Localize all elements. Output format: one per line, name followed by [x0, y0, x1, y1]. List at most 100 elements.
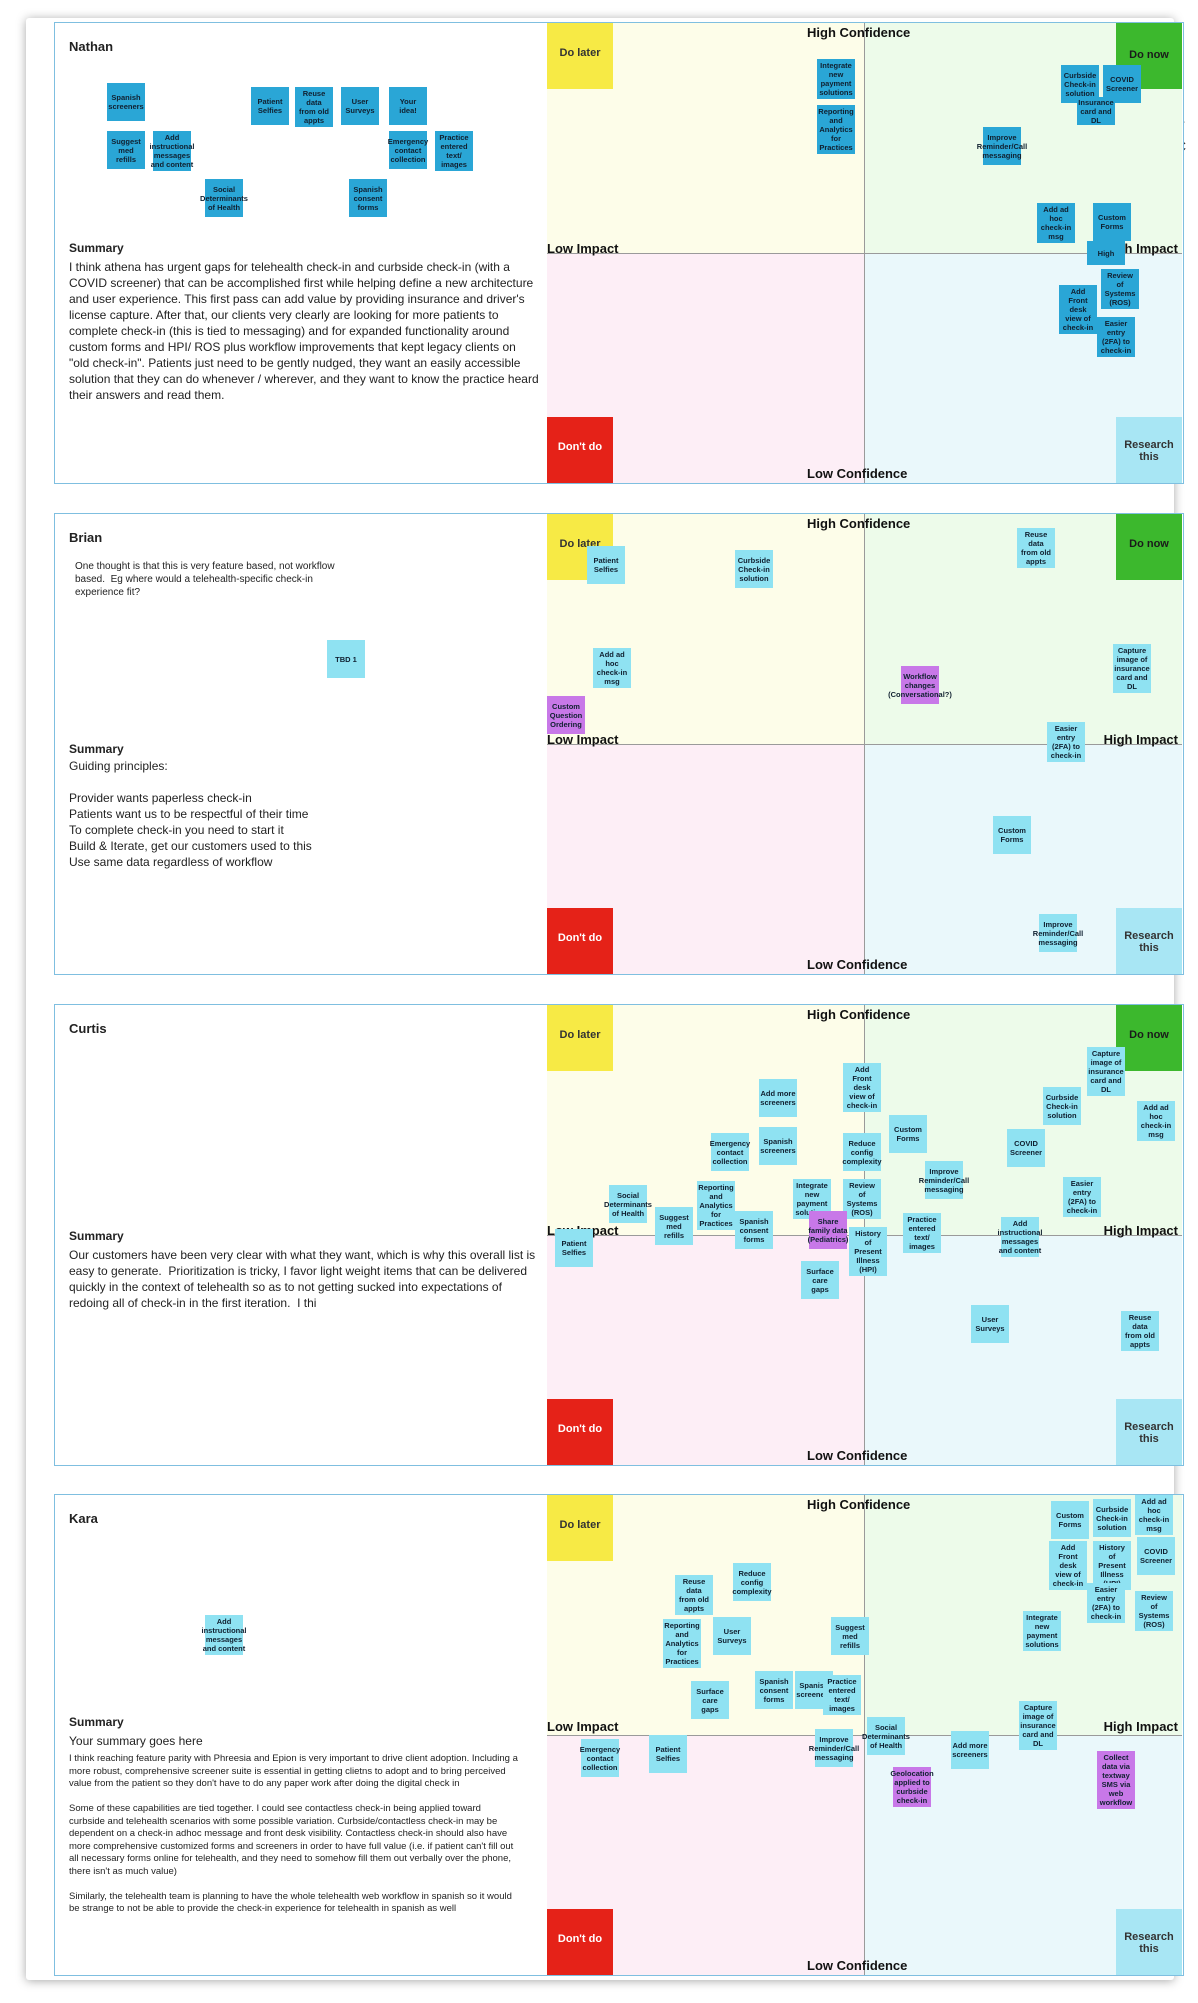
sticky-note[interactable]: User Surveys [971, 1305, 1009, 1343]
sticky-note[interactable]: Add Front desk view of check-in [843, 1063, 881, 1112]
sticky-note[interactable]: Add ad hoc check-in msg [593, 648, 631, 688]
high-impact-label: High Impact [1103, 1719, 1178, 1734]
sticky-note[interactable]: Workflow changes (Conversational?) [888, 666, 952, 704]
high-impact-label: High Impact [1103, 1223, 1178, 1238]
sticky-note[interactable]: Suggest med refills [655, 1207, 693, 1245]
sticky-note[interactable]: Curbside Check-in solution [1061, 65, 1099, 103]
sticky-note[interactable]: Custom Forms [1051, 1501, 1089, 1539]
sticky-note[interactable]: Capture image of insurance card and DL [1019, 1701, 1057, 1750]
sticky-note[interactable]: Practice entered text/ images [903, 1213, 941, 1253]
sticky-note[interactable]: Your idea! [389, 87, 427, 125]
sticky-note[interactable]: Review of Systems (ROS) [1135, 1591, 1173, 1631]
sticky-note[interactable]: Insurance card and DL [1077, 97, 1115, 125]
sticky-note[interactable]: Patient Selfies [251, 87, 289, 125]
sticky-note[interactable]: Social Determinants of Health [200, 179, 248, 217]
sticky-note[interactable]: Add Front desk view of check-in [1059, 285, 1097, 334]
sticky-note[interactable]: Integrate new payment solutions [1023, 1611, 1061, 1651]
sticky-note[interactable]: Custom Forms [1093, 203, 1131, 241]
sticky-note[interactable]: Add more screeners [951, 1731, 989, 1769]
sticky-note[interactable]: Easier entry (2FA) to check-in [1087, 1583, 1125, 1623]
sticky-note[interactable]: Reuse data from old appts [295, 87, 333, 127]
sticky-note[interactable]: Improve Reminder/Call messaging [977, 127, 1027, 165]
sticky-note[interactable]: Curbside Check-in solution [1093, 1499, 1131, 1537]
sticky-note[interactable]: COVID Screener [1103, 65, 1141, 103]
sticky-note[interactable]: Surface care gaps [801, 1261, 839, 1299]
sticky-note[interactable]: Capture image of insurance card and DL [1087, 1047, 1125, 1096]
sticky-note[interactable]: Practice entered text/ images [823, 1675, 861, 1715]
sticky-note[interactable]: User Surveys [341, 87, 379, 125]
sticky-note[interactable]: Add ad hoc check-in msg [1037, 203, 1075, 243]
sticky-note[interactable]: Emergency contact collection [580, 1739, 620, 1777]
sticky-note[interactable]: Review of Systems (ROS) [843, 1179, 881, 1219]
low-confidence-label: Low Confidence [807, 1958, 908, 1973]
sticky-note[interactable]: Add ad hoc check-in msg [1135, 1495, 1173, 1535]
sticky-note[interactable]: Reuse data from old appts [1017, 528, 1055, 568]
panel-nathan: Nathan Spanish screeners Patient Selfies… [54, 22, 1184, 484]
sticky-note[interactable]: Geolocation applied to curbside check-in [890, 1767, 934, 1807]
summary-text[interactable]: I think reaching feature parity with Phr… [69, 1753, 518, 1914]
do-now-sticky: Do now [1116, 514, 1182, 580]
sticky-note[interactable]: Custom Question Ordering [547, 696, 585, 734]
sticky-note[interactable]: Spanish consent forms [349, 179, 387, 217]
sticky-note[interactable]: Add instructional messages and content [997, 1217, 1043, 1257]
summary-text[interactable]: Our customers have been very clear with … [69, 1248, 539, 1310]
sticky-note[interactable]: High [1087, 241, 1125, 265]
sticky-note[interactable]: Surface care gaps [691, 1681, 729, 1719]
sticky-note[interactable]: History of Present Illness (HPI) [849, 1227, 887, 1276]
research-sticky: Research this [1116, 908, 1182, 974]
sticky-note[interactable]: Add ad hoc check-in msg [1137, 1101, 1175, 1141]
sticky-note[interactable]: Spanish screeners [759, 1127, 797, 1165]
summary-label: Summary [69, 742, 124, 756]
sticky-note[interactable]: Reporting and Analytics for Practices [663, 1619, 701, 1668]
summary-text[interactable]: I think athena has urgent gaps for teleh… [69, 260, 542, 402]
sticky-note[interactable]: Add instructional messages and content [149, 131, 195, 171]
sticky-note[interactable]: Add instructional messages and content [201, 1615, 247, 1655]
sticky-note[interactable]: Patient Selfies [649, 1735, 687, 1773]
sticky-note[interactable]: Spanish screeners [107, 83, 145, 121]
sticky-note[interactable]: Social Determinants of Health [604, 1185, 652, 1223]
sticky-note[interactable]: Suggest med refills [831, 1617, 869, 1655]
panel-kara: Kara Add instructional messages and cont… [54, 1494, 1184, 1976]
sticky-note[interactable]: Spanish consent forms [755, 1671, 793, 1709]
sticky-note[interactable]: Easier entry (2FA) to check-in [1063, 1177, 1101, 1217]
sticky-note[interactable]: Patient Selfies [587, 546, 625, 584]
sticky-note[interactable]: Custom Forms [993, 816, 1031, 854]
sticky-note[interactable]: Reuse data from old appts [1121, 1311, 1159, 1351]
sticky-note[interactable]: Improve Reminder/Call messaging [809, 1729, 859, 1767]
sticky-note[interactable]: Curbside Check-in solution [735, 550, 773, 588]
sticky-note[interactable]: Review of Systems (ROS) [1101, 269, 1139, 309]
sticky-note[interactable]: Easier entry (2FA) to check-in [1097, 317, 1135, 357]
priority-matrix: High Confidence Low Confidence Low Impac… [547, 23, 1182, 483]
sticky-note[interactable]: Practice entered text/ images [435, 131, 473, 171]
sticky-note[interactable]: Add Front desk view of check-in [1049, 1541, 1087, 1590]
sticky-note[interactable]: Add more screeners [759, 1079, 797, 1117]
sticky-note[interactable]: Integrate new payment solutions [817, 59, 855, 99]
sticky-note[interactable]: Share family data (Pediatrics) [808, 1211, 848, 1249]
sticky-note[interactable]: Patient Selfies [555, 1229, 593, 1267]
sticky-note[interactable]: COVID Screener [1137, 1537, 1175, 1575]
panel-title: Brian [69, 530, 103, 545]
sticky-note[interactable]: Reduce config complexity [732, 1563, 772, 1601]
sticky-note[interactable]: Improve Reminder/Call messaging [1033, 914, 1083, 952]
sticky-note[interactable]: Reporting and Analytics for Practices [697, 1181, 735, 1230]
sticky-note[interactable]: Spanish consent forms [735, 1211, 773, 1249]
sticky-note[interactable]: Emergency contact collection [710, 1133, 750, 1171]
sticky-note[interactable]: TBD 1 [327, 640, 365, 678]
sticky-note[interactable]: Social Determinants of Health [862, 1717, 910, 1755]
sticky-note[interactable]: Custom Forms [889, 1115, 927, 1153]
sticky-note[interactable]: Reduce config complexity [842, 1133, 882, 1171]
sticky-note[interactable]: Easier entry (2FA) to check-in [1047, 722, 1085, 762]
sticky-note[interactable]: Improve Reminder/Call messaging [919, 1161, 969, 1199]
sticky-note[interactable]: Curbside Check-in solution [1043, 1087, 1081, 1125]
sticky-note[interactable]: Emergency contact collection [388, 131, 428, 169]
sticky-note[interactable]: Capture image of insurance card and DL [1113, 644, 1151, 693]
sticky-note[interactable]: Reporting and Analytics for Practices [817, 105, 855, 154]
sticky-note[interactable]: Suggest med refills [107, 131, 145, 169]
note-text[interactable]: One thought is that this is very feature… [75, 561, 338, 598]
sticky-note[interactable]: Reuse data from old appts [675, 1575, 713, 1615]
sticky-note[interactable]: Collect data via textway SMS via web wor… [1097, 1751, 1135, 1809]
summary-heading[interactable]: Your summary goes here [69, 1734, 203, 1748]
sticky-note[interactable]: User Surveys [713, 1617, 751, 1655]
summary-text[interactable]: Guiding principles: Provider wants paper… [69, 759, 312, 869]
sticky-note[interactable]: COVID Screener [1007, 1129, 1045, 1167]
